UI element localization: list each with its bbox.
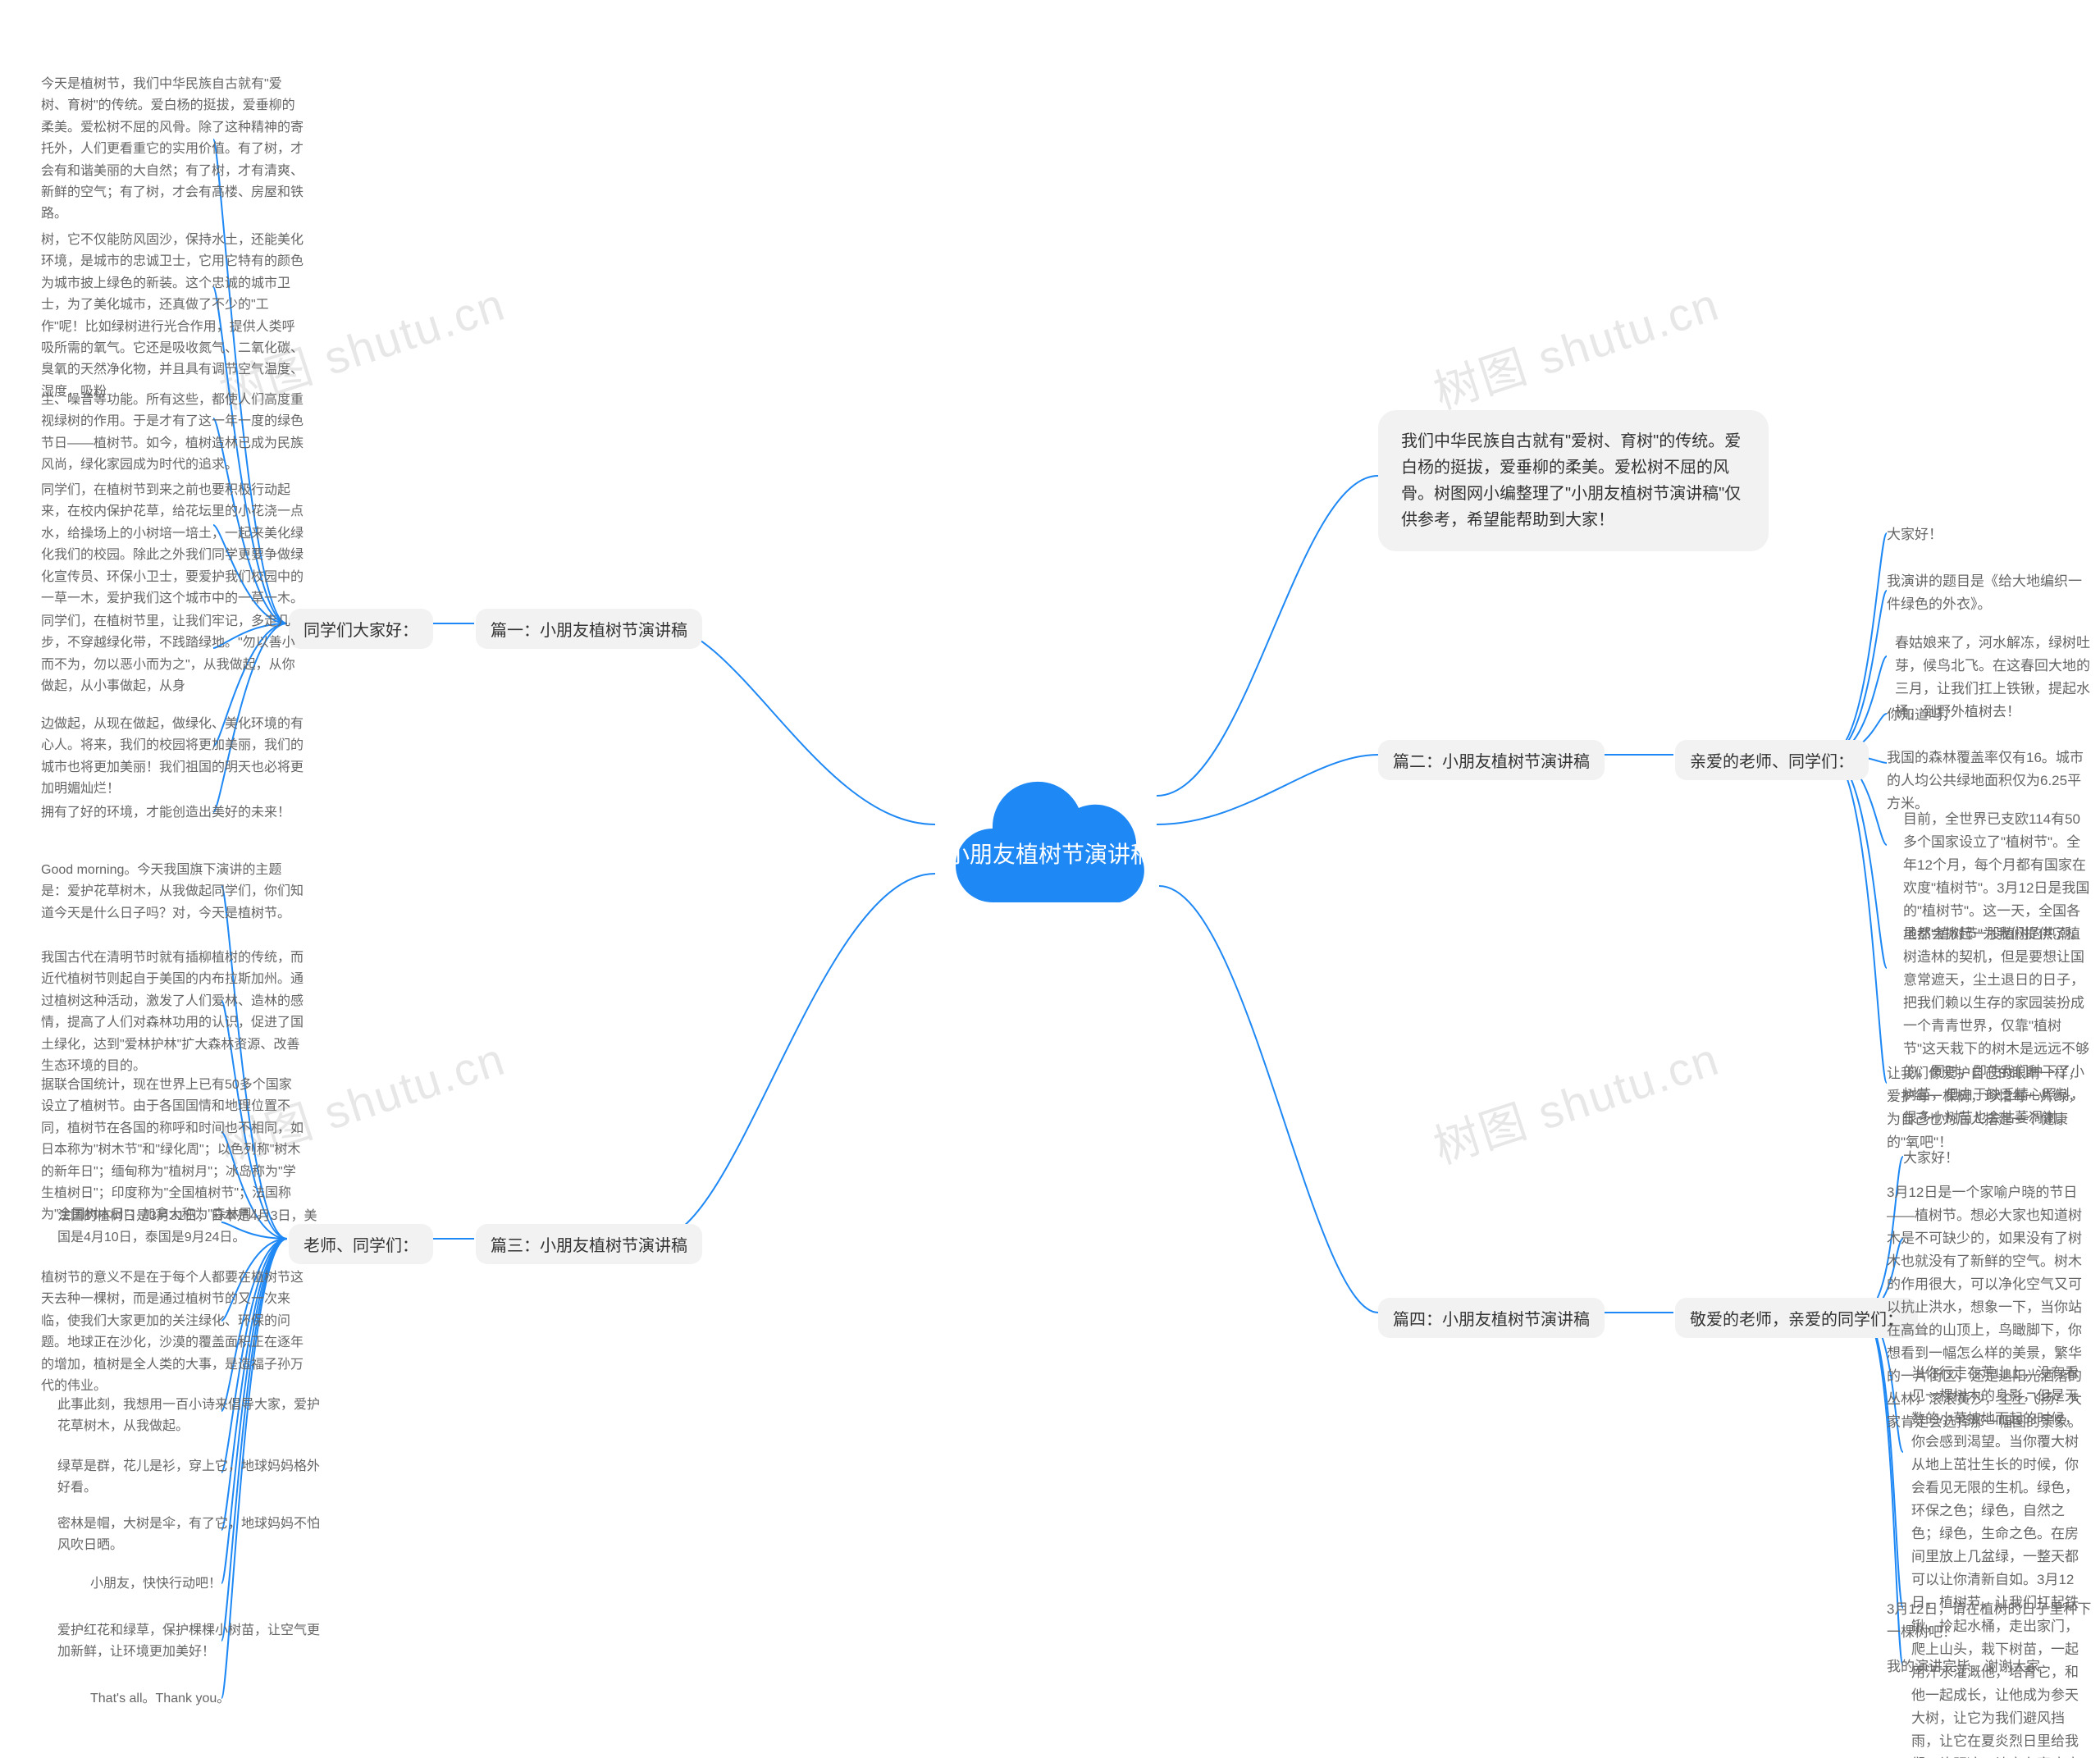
- leaf-b4-0: 大家好！: [1903, 1147, 1959, 1170]
- chapter-b4: 篇四：小朋友植树节演讲稿: [1378, 1298, 1605, 1338]
- leaf-b4-4: 我的演讲完毕，谢谢大家: [1887, 1655, 2040, 1678]
- leaf-b1-2: 尘、噪音等功能。所有这些，都使人们高度重视绿树的作用。于是才有了这一年一度的绿色…: [41, 390, 304, 477]
- chapter-b2: 篇二：小朋友植树节演讲稿: [1378, 740, 1605, 780]
- leaf-b3-7: 密林是帽，大树是伞，有了它，地球妈妈不怕风吹日晒。: [57, 1514, 320, 1557]
- leaf-b1-1: 树，它不仅能防风固沙，保持水土，还能美化环境，是城市的忠诚卫士，它用它特有的颜色…: [41, 230, 304, 403]
- leaf-b1-4: 同学们，在植树节里，让我们牢记，多走几步，不穿越绿化带，不践踏绿地。"勿以善小而…: [41, 611, 304, 698]
- leaf-b3-0: Good morning。今天我国旗下演讲的主题是：爱护花草树木，从我做起同学们…: [41, 860, 304, 925]
- sub-b1: 同学们大家好：: [289, 609, 433, 649]
- leaf-b2-4: 我国的森林覆盖率仅有16。城市的人均公共绿地面积仅为6.25平方米。: [1887, 747, 2084, 815]
- leaf-b1-6: 拥有了好的环境，才能创造出美好的未来！: [41, 802, 290, 824]
- leaf-b4-3: 3月12日，请在植树的日子里种下一棵树吧！: [1887, 1598, 2092, 1644]
- leaf-b3-9: 爱护红花和绿草，保护棵棵小树苗，让空气更加新鲜，让环境更加美好！: [57, 1620, 320, 1664]
- center-label: 小朋友植树节演讲稿: [947, 837, 1153, 870]
- intro-bubble: 我们中华民族自古就有"爱树、育树"的传统。爱白杨的挺拔，爱垂柳的柔美。爱松树不屈…: [1378, 410, 1769, 551]
- watermark: 树图 shutu.cn: [1424, 1022, 1727, 1177]
- sub-b2: 亲爱的老师、同学们：: [1675, 740, 1869, 780]
- chapter-b1: 篇一：小朋友植树节演讲稿: [476, 609, 702, 649]
- center-node: 小朋友植树节演讲稿: [927, 779, 1173, 927]
- leaf-b2-0: 大家好！: [1887, 523, 1942, 546]
- leaf-b4-2: 当你行走在荒山上，没有看见一棵树木的身影，但是无数的小草披地而起的时候，你会感到…: [1911, 1362, 2092, 1758]
- leaf-b1-3: 同学们，在植树节到来之前也要积极行动起来，在校内保护花草，给花坛里的小花浇一点水…: [41, 480, 304, 610]
- leaf-b3-8: 小朋友，快快行动吧！: [90, 1573, 221, 1595]
- leaf-b2-7: 让我们像爱护自己的眼睛一样，爱护每一棵树，珍惜每一片绿，为自己也为后人搭建一个健…: [1887, 1062, 2084, 1154]
- leaf-b3-3: 法国的植树日是3月31日，日本是4月3日，美国是4月10日，泰国是9月24日。: [57, 1206, 320, 1249]
- leaf-b3-4: 植树节的意义不是在于每个人都要在植树节这天去种一棵树，而是通过植树节的又一次来临…: [41, 1267, 304, 1397]
- leaf-b2-3: 你知道吗，: [1887, 704, 1956, 727]
- leaf-b3-1: 我国古代在清明节时就有插柳植树的传统，而近代植树节则起自于美国的内布拉斯加州。通…: [41, 947, 304, 1077]
- leaf-b3-6: 绿草是群，花儿是衫，穿上它，地球妈妈格外好看。: [57, 1456, 320, 1500]
- leaf-b2-1: 我演讲的题目是《给大地编织一件绿色的外衣》。: [1887, 570, 2084, 616]
- sub-b4: 敬爱的老师，亲爱的同学们：: [1675, 1298, 1918, 1338]
- leaf-b1-5: 边做起，从现在做起，做绿化、美化环境的有心人。将来，我们的校园将更加美丽，我们的…: [41, 714, 304, 801]
- leaf-b3-5: 此事此刻，我想用一百小诗来倡导大家，爱护花草树木，从我做起。: [57, 1395, 320, 1438]
- leaf-b1-0: 今天是植树节，我们中华民族自古就有"爱树、育树"的传统。爱白杨的挺拔，爱垂柳的柔…: [41, 74, 304, 226]
- chapter-b3: 篇三：小朋友植树节演讲稿: [476, 1224, 702, 1264]
- watermark: 树图 shutu.cn: [1424, 267, 1727, 422]
- leaf-b3-2: 据联合国统计，现在世界上已有50多个国家设立了植树节。由于各国国情和地理位置不同…: [41, 1075, 304, 1226]
- leaf-b3-10: That's all。Thank you。: [90, 1688, 230, 1710]
